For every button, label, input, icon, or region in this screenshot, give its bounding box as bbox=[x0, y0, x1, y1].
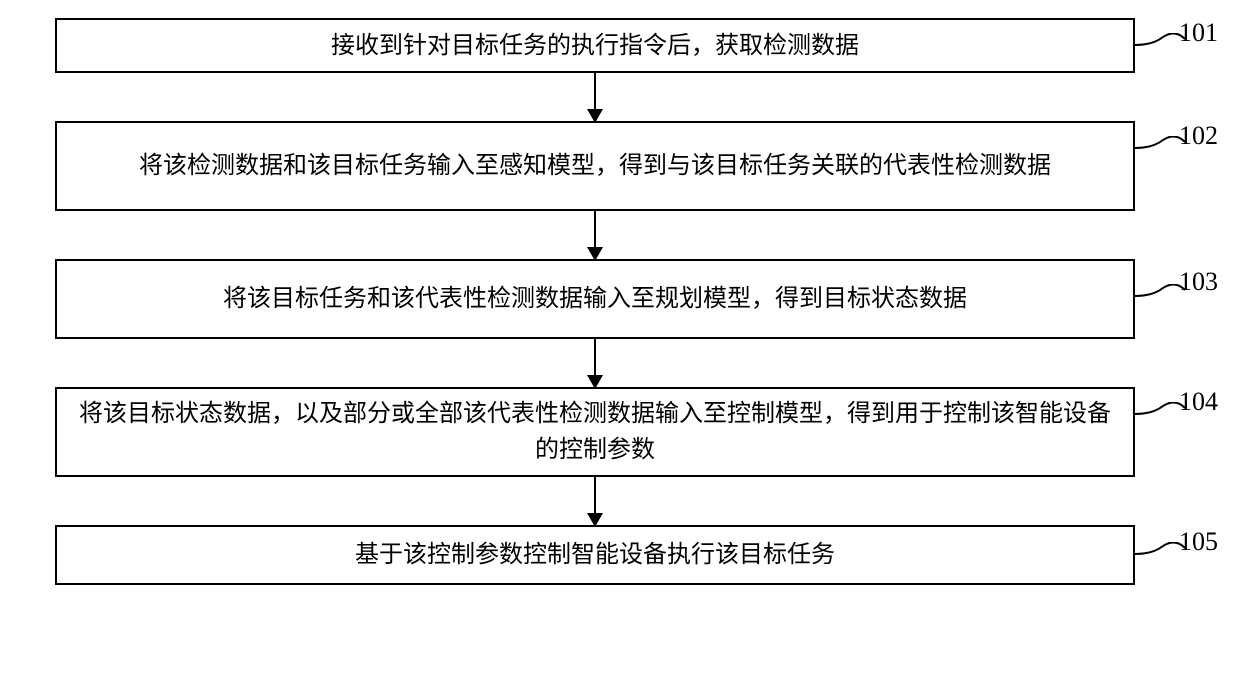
step-text: 将该目标状态数据，以及部分或全部该代表性检测数据输入至控制模型，得到用于控制该智… bbox=[77, 396, 1113, 468]
step-row: 接收到针对目标任务的执行指令后，获取检测数据 101 bbox=[0, 18, 1240, 73]
step-label: 103 bbox=[1179, 267, 1218, 297]
step-text: 将该目标任务和该代表性检测数据输入至规划模型，得到目标状态数据 bbox=[223, 281, 967, 317]
step-box-102: 将该检测数据和该目标任务输入至感知模型，得到与该目标任务关联的代表性检测数据 bbox=[55, 121, 1135, 211]
step-text: 接收到针对目标任务的执行指令后，获取检测数据 bbox=[331, 28, 859, 64]
step-row: 将该目标状态数据，以及部分或全部该代表性检测数据输入至控制模型，得到用于控制该智… bbox=[0, 387, 1240, 477]
step-row: 基于该控制参数控制智能设备执行该目标任务 105 bbox=[0, 525, 1240, 585]
arrow-down bbox=[55, 339, 1135, 387]
step-text: 将该检测数据和该目标任务输入至感知模型，得到与该目标任务关联的代表性检测数据 bbox=[139, 148, 1051, 184]
arrow-down bbox=[55, 73, 1135, 121]
step-box-104: 将该目标状态数据，以及部分或全部该代表性检测数据输入至控制模型，得到用于控制该智… bbox=[55, 387, 1135, 477]
flowchart-container: 接收到针对目标任务的执行指令后，获取检测数据 101 将该检测数据和该目标任务输… bbox=[0, 18, 1240, 585]
step-label: 105 bbox=[1179, 527, 1218, 557]
step-row: 将该目标任务和该代表性检测数据输入至规划模型，得到目标状态数据 103 bbox=[0, 259, 1240, 339]
arrow-down bbox=[55, 477, 1135, 525]
step-box-103: 将该目标任务和该代表性检测数据输入至规划模型，得到目标状态数据 bbox=[55, 259, 1135, 339]
step-label: 104 bbox=[1179, 387, 1218, 417]
step-label: 102 bbox=[1179, 121, 1218, 151]
step-row: 将该检测数据和该目标任务输入至感知模型，得到与该目标任务关联的代表性检测数据 1… bbox=[0, 121, 1240, 211]
arrow-down bbox=[55, 211, 1135, 259]
step-box-101: 接收到针对目标任务的执行指令后，获取检测数据 bbox=[55, 18, 1135, 73]
step-label: 101 bbox=[1179, 18, 1218, 48]
step-box-105: 基于该控制参数控制智能设备执行该目标任务 bbox=[55, 525, 1135, 585]
step-text: 基于该控制参数控制智能设备执行该目标任务 bbox=[355, 537, 835, 573]
